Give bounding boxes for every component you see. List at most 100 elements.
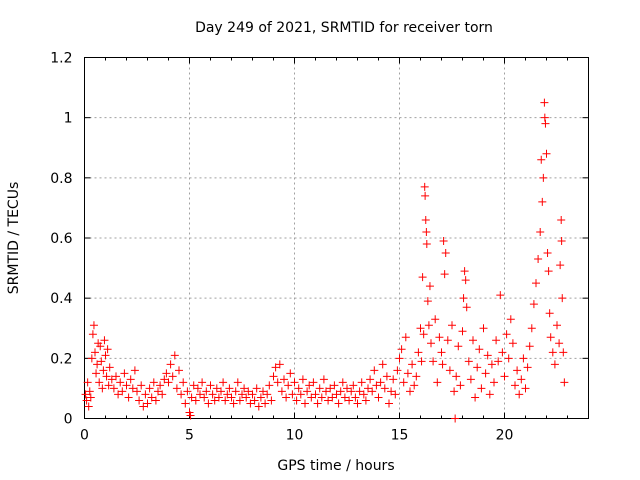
data-point <box>539 173 548 182</box>
data-point <box>179 378 188 387</box>
data-point <box>246 399 255 408</box>
data-point <box>244 387 253 396</box>
data-point <box>538 197 547 206</box>
data-point <box>343 384 351 393</box>
data-point <box>319 375 328 384</box>
data-point <box>540 113 549 122</box>
data-point <box>475 345 484 354</box>
data-point <box>288 390 297 399</box>
data-point <box>454 342 463 351</box>
data-point <box>99 366 108 375</box>
data-point <box>376 378 385 387</box>
data-point <box>487 360 496 369</box>
data-point <box>502 330 511 339</box>
data-point <box>555 339 564 348</box>
data-point <box>307 393 316 402</box>
data-point <box>292 396 301 405</box>
y-tick-label: 0.2 <box>50 351 72 367</box>
data-point <box>105 363 114 372</box>
data-point <box>461 276 470 285</box>
data-point <box>187 393 196 402</box>
data-point <box>196 390 204 399</box>
data-point <box>347 387 356 396</box>
data-point <box>471 393 480 402</box>
data-point <box>114 390 123 399</box>
data-point <box>374 393 383 402</box>
data-point <box>448 321 456 330</box>
data-point <box>542 149 551 158</box>
data-point <box>89 321 98 330</box>
data-point <box>506 315 515 324</box>
data-point <box>462 303 471 312</box>
data-point <box>261 399 270 408</box>
data-point <box>553 321 561 330</box>
data-point <box>137 381 146 390</box>
data-point <box>102 372 111 381</box>
data-point <box>231 387 240 396</box>
data-point <box>107 375 116 384</box>
data-point <box>527 324 536 333</box>
data-point <box>93 360 102 369</box>
data-point <box>440 270 449 279</box>
data-point <box>286 369 295 378</box>
data-point <box>420 182 429 191</box>
data-point <box>265 381 274 390</box>
data-point <box>282 393 291 402</box>
data-point <box>483 351 492 360</box>
data-point <box>380 384 389 393</box>
data-point <box>422 227 431 236</box>
data-point <box>496 291 505 300</box>
data-point <box>235 396 244 405</box>
data-point <box>296 390 305 399</box>
data-point <box>479 324 488 333</box>
data-point <box>193 384 202 393</box>
data-point <box>545 309 554 318</box>
data-point <box>130 366 139 375</box>
data-point <box>452 372 461 381</box>
data-point <box>151 396 160 405</box>
data-point <box>158 390 167 399</box>
data-point <box>418 273 427 282</box>
data-point <box>284 381 293 390</box>
data-point <box>324 396 333 405</box>
x-tick-label: 0 <box>80 428 89 444</box>
data-point <box>435 333 444 342</box>
data-point <box>101 351 110 360</box>
data-point <box>273 378 282 387</box>
data-point <box>406 387 414 396</box>
data-point <box>172 384 181 393</box>
data-point <box>541 119 550 128</box>
data-point <box>382 372 391 381</box>
x-tick-labels: 0 5 10 15 20 <box>80 428 513 444</box>
data-point <box>248 390 257 399</box>
y-tick-label: 1 <box>64 111 73 127</box>
data-point <box>477 384 486 393</box>
data-point <box>322 387 330 396</box>
data-point <box>154 387 162 396</box>
data-point <box>397 345 406 354</box>
data-point <box>387 387 396 396</box>
data-point <box>259 387 267 396</box>
data-point <box>490 378 498 387</box>
data-point <box>315 384 324 393</box>
data-point <box>466 375 475 384</box>
data-point <box>280 375 288 384</box>
data-point <box>326 384 335 393</box>
data-point <box>385 399 393 408</box>
data-point <box>141 390 150 399</box>
data-point <box>219 378 228 387</box>
data-point <box>92 369 101 378</box>
data-point <box>536 227 545 236</box>
data-point <box>389 375 398 384</box>
data-point <box>508 339 517 348</box>
data-point <box>223 390 232 399</box>
data-point <box>557 215 566 224</box>
data-point <box>98 384 107 393</box>
data-point <box>424 321 433 330</box>
data-point <box>437 348 446 357</box>
data-point <box>267 396 276 405</box>
data-point <box>301 399 309 408</box>
data-point <box>97 357 106 366</box>
data-point <box>458 327 467 336</box>
data-point <box>332 390 341 399</box>
